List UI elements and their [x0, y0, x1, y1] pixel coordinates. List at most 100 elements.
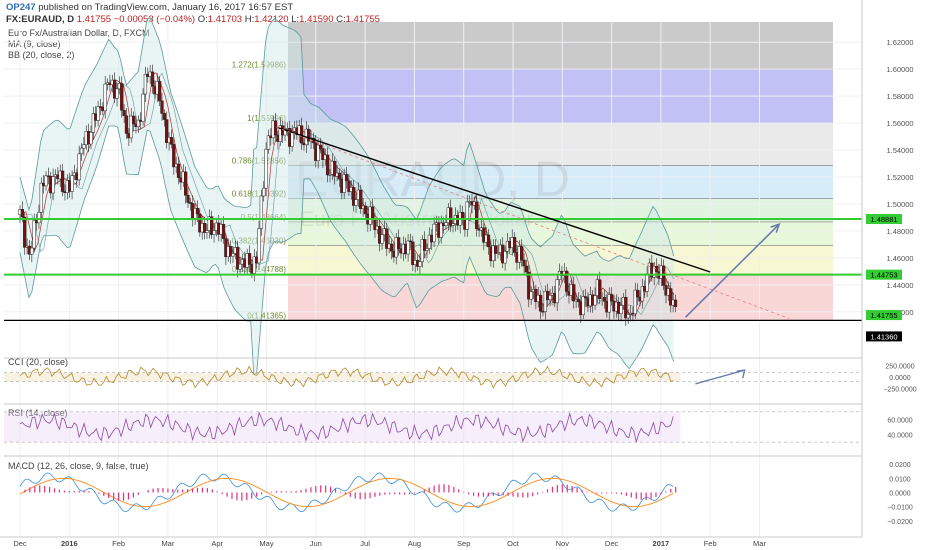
fib-band: [288, 245, 833, 275]
candle: [325, 154, 330, 176]
candle: [529, 291, 533, 300]
candle: [131, 115, 136, 125]
time-axis[interactable]: Dec 2016 Feb Mar Apr May Jun Jul Aug Sep Oct Nov Dec…: [0, 536, 862, 548]
legend-ma[interactable]: MA (9, close): [8, 39, 61, 49]
time-tick-label: Feb: [112, 539, 125, 548]
candle: [406, 240, 410, 255]
candle: [136, 119, 140, 127]
rsi-band: [4, 411, 681, 443]
fib-level-label: 0.618(1.50392): [232, 190, 287, 199]
candle: [247, 253, 252, 265]
macd-tick-label: 0.0100: [889, 476, 911, 483]
candle: [444, 222, 448, 226]
candle: [44, 175, 48, 187]
price-tick-label: 1.52000: [886, 173, 913, 182]
candle: [527, 271, 531, 300]
candle: [172, 144, 176, 168]
rsi-legend[interactable]: RSI (14, close): [8, 408, 68, 418]
macd-signal-line: [19, 477, 674, 508]
candle: [669, 288, 673, 306]
candle: [290, 131, 294, 147]
candle: [96, 106, 100, 121]
candle: [411, 241, 415, 265]
candle: [212, 230, 216, 235]
candle: [205, 230, 209, 233]
time-tick-label: Mar: [161, 539, 174, 548]
open-label: O:: [197, 14, 208, 25]
trend-lines[interactable]: [276, 126, 790, 319]
candle: [120, 83, 124, 111]
chart-header-line2: FX:EURAUD, D 1.41755 −0.00053 (−0.04%) O…: [6, 14, 380, 25]
candlesticks[interactable]: [18, 64, 678, 326]
cci-pane[interactable]: 250.0000 0.0000 −250.0000: [4, 357, 917, 393]
candle: [89, 132, 93, 145]
candle: [299, 125, 304, 144]
cci-arrow[interactable]: [695, 369, 745, 385]
macd-tick-label: 0.0200: [889, 462, 911, 469]
candle: [439, 222, 443, 238]
candle: [202, 222, 207, 233]
candle: [449, 207, 453, 226]
candle: [257, 228, 261, 264]
rsi-tick-label: 60.0000: [887, 417, 912, 424]
candle: [70, 175, 74, 192]
macd-legend[interactable]: MACD (12, 26, close, 9, false, true): [8, 461, 149, 471]
candle: [493, 245, 498, 254]
fib-band-top: [288, 22, 833, 70]
macd-tick-label: −0.0100: [887, 505, 913, 512]
candle: [370, 206, 375, 219]
rsi-tick-label: 40.0000: [887, 433, 912, 440]
bb-upper: [19, 17, 675, 262]
author-name[interactable]: OP247: [6, 2, 36, 13]
candle: [77, 153, 81, 181]
candle: [607, 294, 611, 313]
candle: [524, 265, 529, 273]
cci-legend[interactable]: CCI (20, close): [8, 357, 69, 367]
cci-line: [19, 365, 674, 389]
bb-fill: [20, 17, 674, 375]
candle: [363, 205, 368, 215]
candle: [626, 314, 630, 319]
candle: [273, 120, 278, 136]
price-axis[interactable]: 1.62000 1.60000 1.58000 1.56000 1.54000 1.520…: [861, 0, 914, 537]
price-tick-label: 1.50000: [886, 200, 913, 209]
candle: [264, 148, 268, 189]
time-tick-label: Apr: [211, 539, 223, 548]
candle: [283, 129, 287, 136]
candle: [141, 93, 145, 122]
rsi-pane[interactable]: 60.0000 40.0000: [4, 403, 913, 444]
candle: [23, 216, 27, 248]
candle: [423, 239, 427, 251]
candle: [432, 223, 436, 243]
candle: [522, 259, 526, 267]
candle: [238, 263, 242, 270]
price-tag-label: 1.48881: [870, 215, 897, 224]
time-tick-label: Jun: [310, 539, 322, 548]
price-tag-bg: [866, 269, 902, 280]
candle: [124, 115, 129, 134]
candle: [20, 209, 25, 218]
candle: [609, 294, 614, 302]
candle: [32, 220, 36, 249]
fib-band: [288, 123, 833, 166]
macd-pane[interactable]: 0.0200 0.0100 0.0000 −0.0100 −0.0200: [4, 455, 913, 526]
fibonacci-extension[interactable]: 1.272(1.59986)1(1.55996)0.786(1.52856)0.…: [232, 22, 833, 321]
cci-band: [4, 372, 681, 382]
candle: [619, 305, 623, 314]
low-label: L:: [291, 14, 300, 25]
candle: [576, 299, 581, 302]
dashed-trend: [276, 126, 790, 319]
price-tag-bg: [866, 310, 902, 321]
support-levels[interactable]: [4, 218, 862, 322]
candle: [221, 223, 226, 239]
candle: [555, 279, 559, 304]
candle: [543, 290, 547, 312]
candle: [581, 296, 585, 316]
candle: [475, 201, 479, 230]
projection-arrow[interactable]: [685, 223, 780, 318]
trendline[interactable]: [276, 126, 711, 273]
macd-tick-label: −0.0200: [887, 519, 913, 526]
legend-bb[interactable]: BB (20, close, 2): [8, 50, 75, 60]
candle: [328, 174, 332, 176]
